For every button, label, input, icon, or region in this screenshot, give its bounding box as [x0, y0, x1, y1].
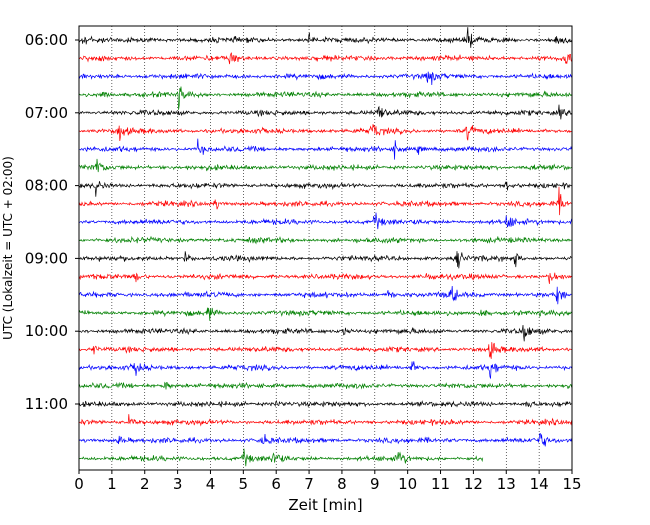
x-tick-label: 3	[173, 475, 183, 493]
x-axis-label: Zeit [min]	[288, 496, 362, 514]
x-ticks: 0 1 2 3 4 5 6 7 8 9 10 11 12 13 14 15	[74, 470, 582, 493]
x-tick-label: 1	[107, 475, 117, 493]
trace-row	[78, 27, 572, 48]
y-tick-label: 10:00	[25, 322, 68, 340]
x-tick-label: 8	[337, 475, 347, 493]
y-tick-label: 11:00	[25, 395, 68, 413]
trace-row	[78, 186, 572, 216]
x-tick-label: 0	[74, 475, 84, 493]
trace-row	[78, 251, 572, 269]
x-tick-label: 13	[497, 475, 516, 493]
y-tick-label: 08:00	[25, 177, 68, 195]
trace-row	[78, 71, 572, 86]
x-tick-label: 14	[530, 475, 549, 493]
trace-row	[78, 324, 572, 342]
x-tick-label: 9	[370, 475, 380, 493]
trace-row	[79, 235, 572, 245]
y-axis-label: UTC (Lokalzeit = UTC + 02:00)	[1, 156, 15, 340]
x-tick-label: 11	[431, 475, 450, 493]
trace-row	[78, 307, 572, 321]
x-tick-label: 7	[304, 475, 314, 493]
trace-row	[78, 181, 572, 197]
x-tick-label: 12	[464, 475, 483, 493]
grid-layer	[111, 26, 540, 470]
y-tick-label: 09:00	[25, 249, 68, 267]
trace-row	[78, 272, 572, 284]
trace-layer	[78, 27, 572, 467]
trace-row	[78, 52, 572, 65]
plot-frame	[78, 25, 573, 471]
y-tick-label: 06:00	[25, 31, 68, 49]
trace-row	[78, 158, 572, 173]
trace-row	[78, 399, 572, 408]
x-tick-label: 5	[239, 475, 249, 493]
x-tick-label: 10	[398, 475, 417, 493]
x-tick-label: 2	[140, 475, 150, 493]
y-ticks: 06:00 07:00 08:00 09:00 10:00 11:00	[25, 31, 79, 413]
trace-row	[78, 104, 572, 120]
trace-row	[78, 86, 572, 110]
trace-row	[78, 212, 572, 230]
trace-row	[78, 381, 572, 390]
trace-row	[78, 414, 572, 427]
trace-row	[78, 138, 572, 160]
trace-row	[78, 361, 572, 380]
trace-row	[78, 448, 484, 467]
x-tick-label: 15	[562, 475, 581, 493]
trace-row	[78, 433, 572, 447]
trace-row	[78, 124, 572, 142]
x-tick-label: 6	[271, 475, 281, 493]
x-tick-label: 4	[206, 475, 216, 493]
trace-row	[78, 342, 572, 359]
trace-row	[78, 285, 572, 305]
y-tick-label: 07:00	[25, 104, 68, 122]
